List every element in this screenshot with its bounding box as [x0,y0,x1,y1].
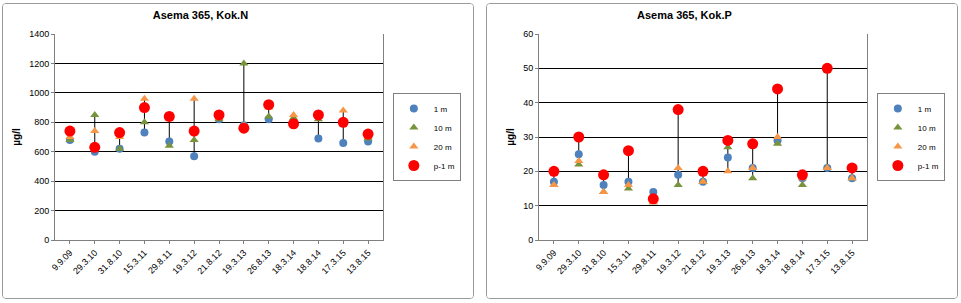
svg-text:1200: 1200 [29,59,49,69]
svg-text:29.3.10: 29.3.10 [71,248,99,276]
svg-text:19.3.12: 19.3.12 [170,248,198,276]
svg-text:10: 10 [523,201,533,211]
svg-text:15.3.11: 15.3.11 [121,248,149,276]
svg-text:1 m: 1 m [918,105,932,114]
svg-text:29.8.11: 29.8.11 [146,248,174,276]
svg-text:µg/l: µg/l [11,128,22,146]
svg-text:p-1 m: p-1 m [434,162,455,171]
svg-text:40: 40 [523,98,533,108]
svg-text:30: 30 [523,132,533,142]
svg-text:60: 60 [523,29,533,39]
svg-text:0: 0 [44,235,49,245]
svg-text:18.8.14: 18.8.14 [295,248,323,276]
svg-text:9.9.09: 9.9.09 [50,248,75,273]
svg-text:50: 50 [523,63,533,73]
svg-text:19.3.12: 19.3.12 [654,248,682,276]
svg-text:Asema 365, Kok.N: Asema 365, Kok.N [153,9,248,21]
svg-text:1400: 1400 [29,29,49,39]
svg-text:15.3.11: 15.3.11 [605,248,633,276]
svg-text:200: 200 [34,206,49,216]
svg-text:600: 600 [34,147,49,157]
svg-text:18.3.14: 18.3.14 [270,248,298,276]
svg-text:31.8.10: 31.8.10 [580,248,608,276]
svg-text:1000: 1000 [29,88,49,98]
svg-text:26.8.13: 26.8.13 [729,248,757,276]
svg-text:800: 800 [34,117,49,127]
svg-text:20 m: 20 m [918,143,936,152]
svg-text:20: 20 [523,166,533,176]
svg-text:29.3.10: 29.3.10 [555,248,583,276]
svg-text:10 m: 10 m [434,124,452,133]
svg-text:9.9.09: 9.9.09 [534,248,559,273]
svg-text:31.8.10: 31.8.10 [96,248,124,276]
svg-text:26.8.13: 26.8.13 [245,248,273,276]
svg-text:21.8.12: 21.8.12 [195,248,223,276]
svg-text:1 m: 1 m [434,105,448,114]
svg-text:18.8.14: 18.8.14 [779,248,807,276]
svg-text:400: 400 [34,176,49,186]
svg-text:p-1 m: p-1 m [918,162,939,171]
svg-text:µg/l: µg/l [505,128,516,146]
svg-text:21.8.12: 21.8.12 [679,248,707,276]
svg-text:20 m: 20 m [434,143,452,152]
svg-text:Asema 365, Kok.P: Asema 365, Kok.P [637,9,732,21]
svg-text:19.3.13: 19.3.13 [704,248,732,276]
svg-text:19.3.13: 19.3.13 [220,248,248,276]
svg-text:18.3.14: 18.3.14 [754,248,782,276]
svg-text:17.3.15: 17.3.15 [804,248,832,276]
svg-text:13.8.15: 13.8.15 [828,248,856,276]
svg-text:17.3.15: 17.3.15 [320,248,348,276]
svg-text:10 m: 10 m [918,124,936,133]
svg-text:29.8.11: 29.8.11 [630,248,658,276]
svg-text:13.8.15: 13.8.15 [344,248,372,276]
svg-text:0: 0 [528,235,533,245]
